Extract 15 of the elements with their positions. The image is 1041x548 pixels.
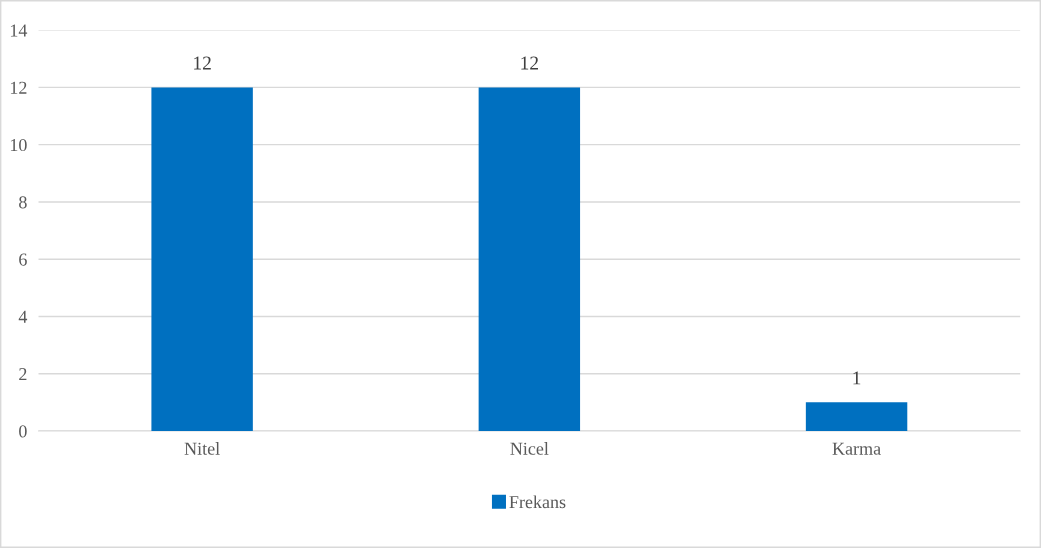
y-tick-label: 0 bbox=[19, 425, 27, 438]
y-tick-label: 2 bbox=[19, 368, 27, 380]
y-tick-label: 6 bbox=[19, 253, 27, 266]
legend-label: Frekans bbox=[509, 495, 566, 509]
data-label: 12 bbox=[521, 56, 538, 70]
y-tick-label: 12 bbox=[10, 81, 27, 94]
data-label: 1 bbox=[853, 371, 861, 385]
y-tick-label: 10 bbox=[10, 138, 27, 152]
x-tick-label: Karma bbox=[832, 442, 881, 455]
y-tick-label: 14 bbox=[10, 24, 28, 37]
x-tick-label: Nicel bbox=[510, 442, 549, 455]
y-tick-label: 4 bbox=[18, 310, 28, 323]
y-tick-label: 8 bbox=[19, 196, 27, 209]
x-tick-label: Nitel bbox=[184, 442, 220, 455]
data-label: 12 bbox=[194, 56, 211, 70]
